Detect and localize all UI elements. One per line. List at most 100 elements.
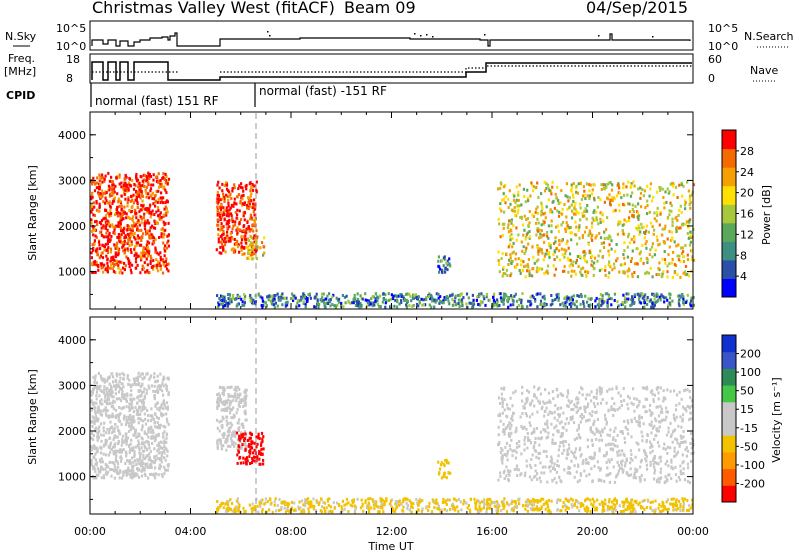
power-cell (663, 258, 667, 262)
power-cell (228, 299, 231, 303)
velocity-cell (536, 410, 539, 414)
power-cell (644, 206, 647, 209)
velocity-cell (649, 463, 652, 467)
velocity-cell (142, 390, 145, 394)
velocity-cell (445, 476, 448, 480)
power-cell (430, 305, 433, 309)
velocity-cell (567, 399, 570, 403)
power-cell (570, 186, 574, 190)
velocity-cell (120, 387, 123, 391)
velocity-cell (582, 415, 585, 419)
power-cell (514, 265, 518, 269)
power-cell (639, 301, 642, 305)
power-cell (615, 259, 618, 263)
power-cell (291, 296, 295, 300)
velocity-cell (507, 478, 510, 481)
velocity-cell (156, 388, 159, 392)
velocity-cell (166, 454, 169, 458)
power-cell (608, 263, 611, 267)
power-cell (135, 190, 138, 194)
power-cell (110, 212, 113, 215)
velocity-cell (235, 411, 238, 415)
velocity-cell (250, 461, 254, 465)
velocity-cell (623, 441, 627, 444)
velocity-cell (128, 402, 131, 406)
power-cell (642, 225, 645, 229)
velocity-cell (138, 461, 141, 465)
power-cell (690, 248, 693, 252)
velocity-cell (156, 401, 159, 405)
power-cell (406, 299, 409, 302)
velocity-cell (135, 472, 138, 476)
velocity-cell (573, 403, 576, 407)
power-cell (601, 254, 605, 258)
power-cell (643, 305, 646, 309)
velocity-cell (119, 386, 122, 390)
power-cell (680, 251, 684, 255)
velocity-cell (143, 430, 146, 434)
power-cell (378, 294, 382, 298)
power-cell (140, 192, 143, 196)
power-cell (94, 182, 97, 186)
velocity-cell (121, 434, 125, 438)
power-cell (149, 187, 153, 191)
power-cell (94, 220, 97, 224)
power-cell (557, 296, 560, 300)
velocity-cell (596, 402, 599, 406)
power-cell (627, 232, 630, 236)
power-cell (623, 249, 626, 253)
velocity-cell (226, 386, 229, 389)
velocity-cell (606, 473, 609, 477)
power-cell (579, 302, 582, 306)
power-cell (458, 305, 461, 308)
velocity-cell (231, 395, 234, 398)
velocity-cell (126, 374, 129, 378)
power-cell (601, 294, 604, 298)
power-cell (653, 253, 656, 257)
velocity-cell (91, 446, 94, 450)
velocity-cell (135, 376, 138, 380)
velocity-cell (112, 415, 115, 419)
velocity-cell (537, 456, 540, 460)
velocity-cell (131, 466, 134, 470)
velocity-cell (689, 396, 692, 400)
velocity-cell (249, 448, 252, 452)
velocity-cell (94, 469, 97, 473)
velocity-cell (216, 440, 219, 444)
power-cell (527, 258, 530, 261)
velocity-cell (147, 428, 150, 432)
power-cell (557, 202, 560, 205)
velocity-cell (246, 439, 249, 443)
power-cell (228, 293, 231, 297)
power-cell (141, 207, 144, 211)
power-cell (540, 192, 543, 196)
velocity-region-1 (215, 385, 248, 452)
power-cell (606, 236, 609, 240)
power-cell (529, 303, 532, 307)
velocity-cell (678, 390, 681, 394)
velocity-cell (150, 374, 153, 378)
velocity-cell (552, 433, 555, 437)
velocity-cell (106, 392, 109, 396)
velocity-cell (568, 466, 572, 470)
power-cell (655, 273, 658, 277)
power-cell (584, 207, 587, 211)
velocity-cell (159, 372, 162, 376)
power-cell (659, 188, 662, 192)
power-cell (571, 193, 575, 197)
power-cell (164, 228, 167, 232)
power-cell (630, 237, 633, 241)
velocity-cell (579, 406, 582, 410)
power-cell (251, 253, 254, 257)
power-cell (240, 194, 243, 198)
power-cell (140, 251, 143, 255)
velocity-cell (122, 405, 125, 409)
power-cell (272, 299, 275, 303)
velocity-cell (134, 383, 137, 387)
velocity-cell (129, 393, 132, 397)
velocity-cell (637, 420, 640, 424)
power-cell (690, 296, 693, 300)
power-cell (513, 294, 516, 298)
velocity-cell (230, 439, 233, 443)
power-cell (219, 207, 223, 211)
